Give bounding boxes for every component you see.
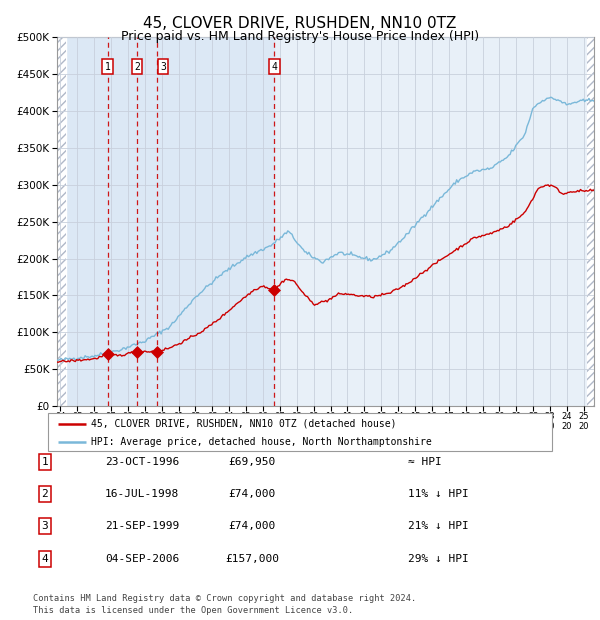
Text: 4: 4 xyxy=(271,62,277,72)
Bar xyxy=(57,37,274,406)
Text: £74,000: £74,000 xyxy=(229,489,275,499)
Text: £157,000: £157,000 xyxy=(225,554,279,564)
Text: 45, CLOVER DRIVE, RUSHDEN, NN10 0TZ: 45, CLOVER DRIVE, RUSHDEN, NN10 0TZ xyxy=(143,16,457,30)
Text: 2: 2 xyxy=(134,62,140,72)
Bar xyxy=(587,37,594,406)
Text: 23-OCT-1996: 23-OCT-1996 xyxy=(105,457,179,467)
Text: 29% ↓ HPI: 29% ↓ HPI xyxy=(408,554,469,564)
Text: 2: 2 xyxy=(41,489,49,499)
Text: HPI: Average price, detached house, North Northamptonshire: HPI: Average price, detached house, Nort… xyxy=(91,436,431,447)
Text: £74,000: £74,000 xyxy=(229,521,275,531)
Text: 4: 4 xyxy=(41,554,49,564)
Text: 11% ↓ HPI: 11% ↓ HPI xyxy=(408,489,469,499)
Text: 3: 3 xyxy=(41,521,49,531)
Text: 21-SEP-1999: 21-SEP-1999 xyxy=(105,521,179,531)
Text: 3: 3 xyxy=(160,62,166,72)
Text: Contains HM Land Registry data © Crown copyright and database right 2024.
This d: Contains HM Land Registry data © Crown c… xyxy=(33,594,416,615)
Bar xyxy=(587,37,594,406)
Bar xyxy=(57,37,66,406)
Text: 16-JUL-1998: 16-JUL-1998 xyxy=(105,489,179,499)
Text: 1: 1 xyxy=(41,457,49,467)
Text: 21% ↓ HPI: 21% ↓ HPI xyxy=(408,521,469,531)
Text: 45, CLOVER DRIVE, RUSHDEN, NN10 0TZ (detached house): 45, CLOVER DRIVE, RUSHDEN, NN10 0TZ (det… xyxy=(91,418,397,428)
Text: £69,950: £69,950 xyxy=(229,457,275,467)
Bar xyxy=(57,37,66,406)
Text: Price paid vs. HM Land Registry's House Price Index (HPI): Price paid vs. HM Land Registry's House … xyxy=(121,30,479,43)
Text: 04-SEP-2006: 04-SEP-2006 xyxy=(105,554,179,564)
Text: 1: 1 xyxy=(105,62,111,72)
Text: ≈ HPI: ≈ HPI xyxy=(408,457,442,467)
